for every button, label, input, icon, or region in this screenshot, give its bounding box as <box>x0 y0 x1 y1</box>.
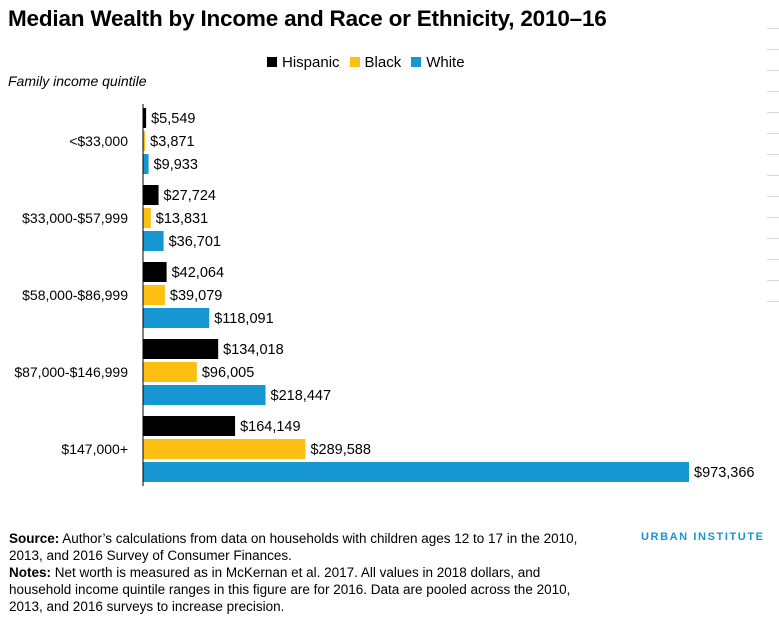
chart-legend: Hispanic Black White <box>267 52 475 72</box>
bar-black-4 <box>143 362 197 382</box>
legend-item-white: White <box>411 53 465 71</box>
source-label: Source: <box>9 531 60 546</box>
legend-item-black: Black <box>349 53 402 71</box>
bar-white-5 <box>143 462 689 482</box>
category-label-4: $87,000-$146,999 <box>14 364 128 380</box>
bar-white-4 <box>143 385 266 405</box>
bar-white-2 <box>143 231 164 251</box>
notes-note: Notes: Net worth is measured as in McKer… <box>9 564 579 615</box>
data-label-black-3: $39,079 <box>170 288 222 304</box>
data-label-white-5: $973,366 <box>694 465 754 481</box>
bar-hispanic-3 <box>143 262 167 282</box>
notes-text: Net worth is measured as in McKernan et … <box>9 565 571 614</box>
notes-label: Notes: <box>9 565 52 580</box>
data-label-hispanic-2: $27,724 <box>164 188 216 204</box>
legend-label-black: Black <box>364 53 402 71</box>
bar-white-3 <box>143 308 210 328</box>
chart-footer: Source: Author’s calculations from data … <box>9 530 579 615</box>
source-text: Author’s calculations from data on house… <box>9 531 578 563</box>
data-label-white-4: $218,447 <box>271 388 331 404</box>
data-label-black-1: $3,871 <box>150 134 194 150</box>
bar-hispanic-4 <box>143 339 219 359</box>
data-label-black-5: $289,588 <box>310 442 370 458</box>
bar-hispanic-1 <box>143 108 147 128</box>
source-note: Source: Author’s calculations from data … <box>9 530 579 564</box>
category-label-1: <$33,000 <box>69 133 128 149</box>
data-label-hispanic-3: $42,064 <box>172 265 224 281</box>
legend-item-hispanic: Hispanic <box>267 54 340 71</box>
bar-black-3 <box>143 285 165 305</box>
axis-subtitle: Family income quintile <box>8 73 147 89</box>
bar-hispanic-2 <box>143 185 159 205</box>
data-label-hispanic-5: $164,149 <box>240 419 300 435</box>
urban-institute-logo: URBAN INSTITUTE <box>641 531 765 543</box>
bar-black-1 <box>143 131 146 151</box>
data-label-black-4: $96,005 <box>202 365 254 381</box>
category-label-3: $58,000-$86,999 <box>22 287 128 303</box>
bar-chart: <$33,000 $5,549 $3,871 $9,933 $33,000-$57,99… <box>14 104 754 486</box>
legend-label-hispanic: Hispanic <box>282 53 340 71</box>
category-label-2: $33,000-$57,999 <box>22 210 128 226</box>
bar-black-5 <box>143 439 306 459</box>
bar-hispanic-5 <box>143 416 236 436</box>
data-label-white-1: $9,933 <box>154 157 198 173</box>
data-label-hispanic-1: $5,549 <box>151 111 195 127</box>
legend-swatch-white <box>411 57 422 67</box>
data-label-black-2: $13,831 <box>156 211 208 227</box>
bar-black-2 <box>143 208 151 228</box>
data-label-white-2: $36,701 <box>169 234 221 250</box>
data-label-hispanic-4: $134,018 <box>223 342 283 358</box>
chart-title: Median Wealth by Income and Race or Ethn… <box>8 6 607 31</box>
decorative-ticks <box>767 28 779 322</box>
bar-white-1 <box>143 154 149 174</box>
data-label-white-3: $118,091 <box>214 311 273 327</box>
legend-swatch-black <box>349 57 360 67</box>
legend-swatch-hispanic <box>267 57 277 67</box>
legend-label-white: White <box>426 53 465 71</box>
category-label-5: $147,000+ <box>61 441 128 457</box>
